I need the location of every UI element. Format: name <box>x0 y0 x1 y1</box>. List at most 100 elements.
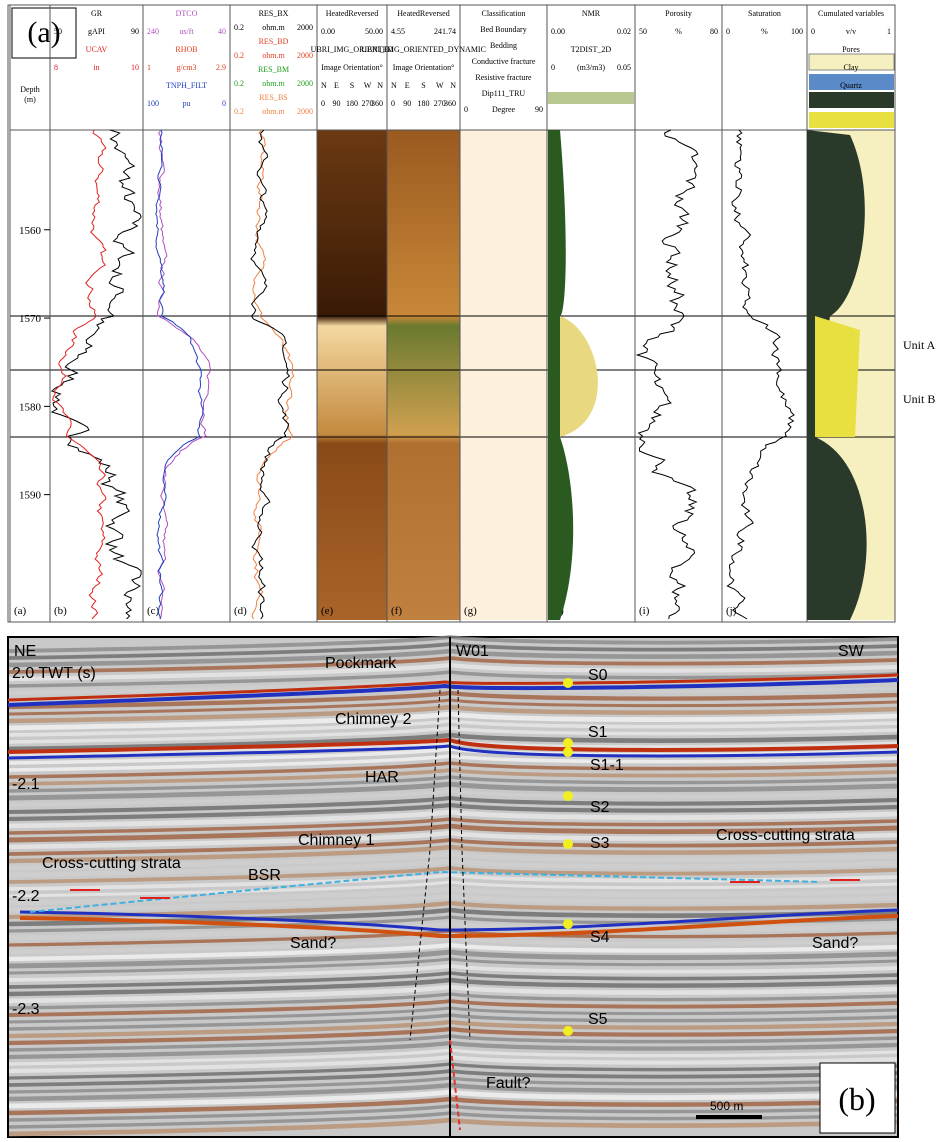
header-text: 0 <box>321 99 325 108</box>
nmr <box>560 316 598 437</box>
legend-swatch <box>809 74 894 90</box>
nmr <box>548 130 574 620</box>
header-text: 0 <box>464 105 468 114</box>
header-text: 270 <box>362 99 374 108</box>
surface: S1-1 <box>590 757 624 774</box>
log-curve <box>50 129 142 620</box>
scale-label: 500 m <box>710 1099 743 1113</box>
dot <box>563 1026 573 1036</box>
surface: S5 <box>588 1011 608 1028</box>
header-text: Quartz <box>840 81 862 90</box>
header-text: 2.9 <box>216 63 226 72</box>
dot <box>563 747 573 757</box>
fault <box>449 1039 461 1131</box>
annotation: Cross-cutting strata <box>42 855 181 872</box>
header-text: 40 <box>218 27 226 36</box>
header-text: DTCO <box>176 9 198 18</box>
labels: NE SW W01 2.0 TWT (s) -2.1 -2.2 -2.3 Poc… <box>12 643 865 1113</box>
track-label: (c) <box>147 605 160 617</box>
header-text: RES_BM <box>258 65 289 74</box>
track-label: (j) <box>726 605 737 617</box>
reflector <box>19 908 899 932</box>
header-text: N <box>450 81 456 90</box>
header-text: 0 <box>551 63 555 72</box>
header-text: W <box>364 81 372 90</box>
header-text: us/ft <box>179 27 194 36</box>
header-text: (m3/m3) <box>577 63 605 72</box>
header-text: 180 <box>418 99 430 108</box>
header-text: 90 <box>333 99 341 108</box>
header-text: E <box>334 81 339 90</box>
header-text: 100 <box>791 27 803 36</box>
header-text: Porosity <box>665 9 692 18</box>
surface: S1 <box>588 724 608 741</box>
header-text: NMR <box>582 9 601 18</box>
unit-label: Unit A <box>903 338 936 352</box>
header-text: RHOB <box>175 45 197 54</box>
well-label: W01 <box>456 643 489 660</box>
reflector <box>7 678 899 707</box>
depth-tick-label: 1570 <box>19 313 42 325</box>
header-text: 0.2 <box>234 79 244 88</box>
header-text: E <box>405 81 410 90</box>
surface: S0 <box>588 667 608 684</box>
header-text: N <box>391 81 397 90</box>
reflector <box>19 914 899 939</box>
track-bg <box>460 130 547 620</box>
header-text: 10 <box>131 63 139 72</box>
dot <box>563 791 573 801</box>
header-text: 8 <box>54 63 58 72</box>
track-label: (e) <box>321 605 334 617</box>
legend-pores <box>808 53 895 71</box>
track-label: (d) <box>234 605 247 617</box>
track-label: (i) <box>639 605 650 617</box>
surface: S2 <box>590 799 610 816</box>
header-text: N <box>377 81 383 90</box>
header-text: ohm.m <box>262 79 285 88</box>
header-text: 50 <box>54 27 62 36</box>
image-log <box>317 130 387 620</box>
header-text: Classification <box>482 9 526 18</box>
header-text: 240 <box>147 27 159 36</box>
log-curve <box>635 129 699 620</box>
time-tick: 2.0 TWT (s) <box>12 665 96 682</box>
header-text: N <box>321 81 327 90</box>
log-curve <box>250 129 291 620</box>
header-text: UBRI_IMG_ORIENTED <box>311 45 394 54</box>
track-label: (g) <box>464 605 477 617</box>
depth-tick-label: 1560 <box>19 225 42 237</box>
header-text: 360 <box>444 99 456 108</box>
surface: S4 <box>590 929 610 946</box>
track-label: (b) <box>54 605 67 617</box>
header-text: ohm.m <box>262 23 285 32</box>
reflector <box>7 673 899 702</box>
dot <box>563 919 573 929</box>
log-curve <box>726 129 795 620</box>
depth-tick-label: 1580 <box>19 401 42 413</box>
header-text: ohm.m <box>262 51 285 60</box>
dot <box>563 839 573 849</box>
header-text: W <box>436 81 444 90</box>
label-box <box>819 1062 896 1134</box>
header-text: 2000 <box>297 79 313 88</box>
header-text: HeatedReversed <box>326 9 378 18</box>
track-label: (f) <box>391 605 402 617</box>
header-text: 1 <box>887 27 891 36</box>
header-text: Image Orientation° <box>321 63 383 72</box>
header-text: 0.05 <box>617 63 631 72</box>
annotation: Sand? <box>812 935 858 952</box>
header-text: Bedding <box>490 41 517 50</box>
corner: NE <box>14 643 36 660</box>
log-curve <box>156 129 212 620</box>
label-box <box>11 7 77 59</box>
annotation: Pockmark <box>325 655 397 672</box>
header-text: TNPH_FILT <box>166 81 207 90</box>
annotation: Cross-cutting strata <box>716 827 855 844</box>
header-text: 270 <box>434 99 446 108</box>
header-text: 90 <box>403 99 411 108</box>
header-text: 0.00 <box>551 27 565 36</box>
annotation: HAR <box>365 769 399 786</box>
header-text: Saturation <box>748 9 781 18</box>
time-tick: -2.2 <box>12 888 40 905</box>
header-text: 0 <box>726 27 730 36</box>
